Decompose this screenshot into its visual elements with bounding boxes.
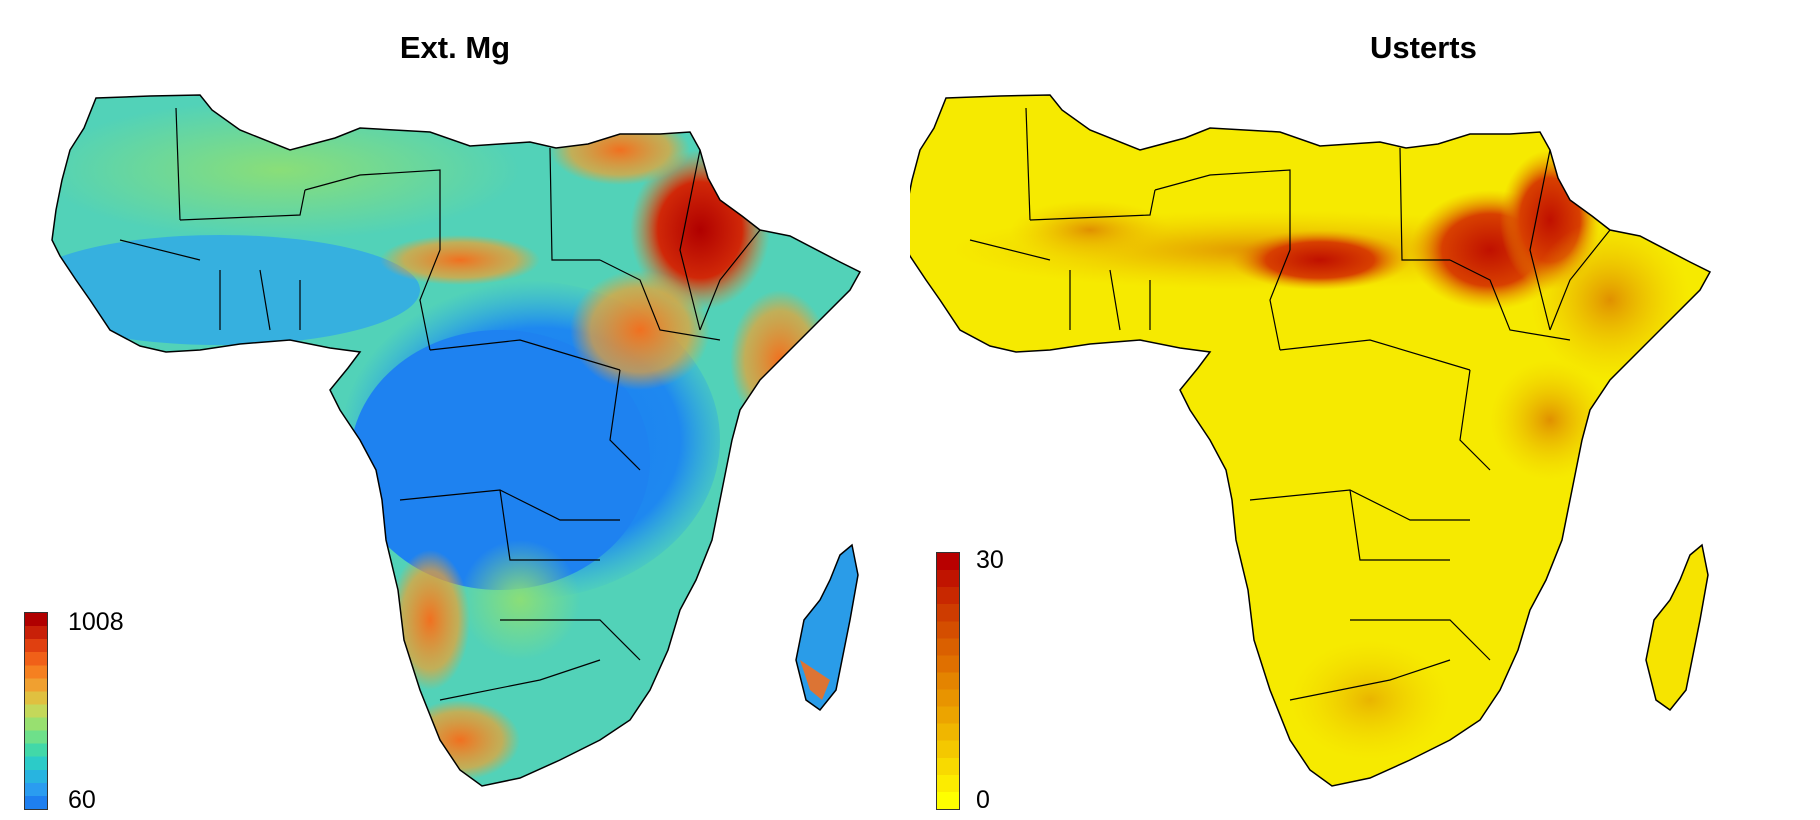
legend-max-label: 30: [976, 546, 1004, 574]
legend-max-label: 1008: [68, 608, 124, 636]
map-panel-ext-mg: Ext. Mg: [24, 30, 862, 814]
map-title: Ext. Mg: [399, 30, 511, 65]
legend-ext-mg: 1008 60: [24, 608, 144, 814]
legend-usterts: 30 0: [936, 546, 1056, 814]
madagascar-shape: [1645, 543, 1709, 712]
africa-map-ext-mg: [51, 94, 862, 787]
legend-min-label: 0: [976, 786, 990, 814]
africa-map-usterts: [910, 94, 1712, 787]
legend-color-bar: [936, 552, 960, 810]
map-title: Usterts: [1370, 30, 1477, 65]
legend-min-label: 60: [68, 786, 96, 814]
map-panel-usterts: Usterts: [910, 0, 1820, 820]
legend-color-bar: [24, 612, 48, 810]
